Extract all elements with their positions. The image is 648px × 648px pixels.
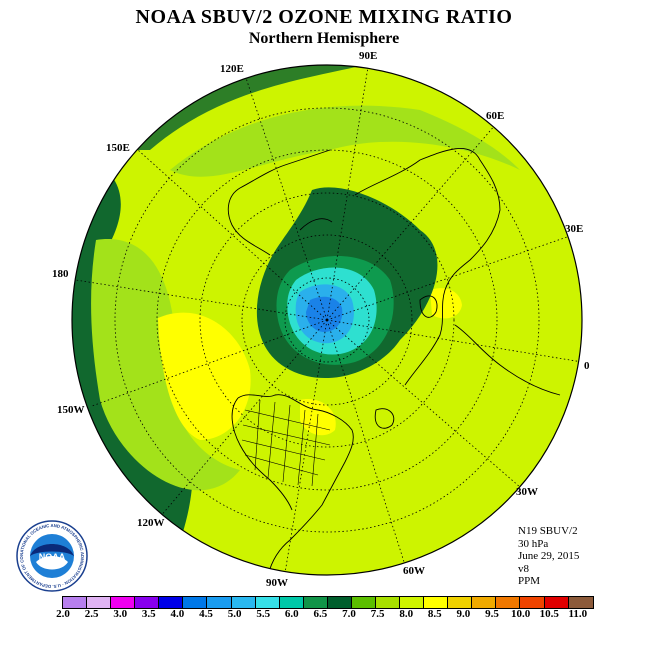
colorbar-tick-label: 2.0	[56, 608, 70, 620]
colorbar-swatch	[424, 597, 449, 608]
colorbar-swatch	[400, 597, 425, 608]
map-subtitle: Northern Hemisphere	[248, 30, 400, 47]
units-label: PPM	[518, 575, 541, 588]
colorbar-swatch	[448, 597, 473, 608]
date-label: June 29, 2015	[518, 550, 580, 563]
colorbar-swatch	[520, 597, 545, 608]
longitude-label-150e: 150E	[106, 142, 130, 154]
pressure-level-label: 30 hPa	[518, 537, 549, 550]
yellow-region-pacific	[158, 312, 251, 440]
colorbar-tick-label: 11.0	[568, 608, 588, 620]
colorbar-tick-label: 7.5	[370, 608, 385, 620]
hemisphere-boundary	[71, 64, 583, 576]
colorbar-tick-label: 7.0	[342, 608, 356, 620]
colorbar-swatch	[376, 597, 401, 608]
colorbar-tick-label: 3.0	[113, 608, 128, 620]
colorbar-swatch	[63, 597, 88, 608]
logo-text: NOAA	[39, 552, 66, 562]
instrument-label: N19 SBUV/2	[518, 525, 578, 537]
colorbar-swatch	[472, 597, 497, 608]
meridian-lines	[75, 66, 582, 574]
colorbar-ticks: 2.0 2.5 3.0 3.5 4.0 4.5 5.0 5.5 6.0 6.5 7.0 7.5 8.0 8…	[0, 608, 648, 622]
colorbar-swatch	[255, 597, 280, 608]
colorbar-swatch	[231, 597, 256, 608]
colorbar-swatch	[327, 597, 352, 608]
colorbar-swatch	[111, 597, 136, 608]
colorbar-tick-label: 10.0	[510, 608, 531, 620]
colorbar-tick-label: 3.5	[141, 608, 156, 620]
longitude-label-150w: 150W	[57, 404, 85, 416]
colorbar-tick-label: 5.0	[227, 608, 242, 620]
version-label: v8	[518, 562, 529, 575]
longitude-label-60w: 60W	[403, 565, 425, 577]
map-title: NOAA SBUV/2 OZONE MIXING RATIO	[135, 6, 513, 28]
longitude-label-180: 180	[52, 268, 69, 280]
longitude-label-120e: 120E	[220, 63, 244, 75]
dataset-info: N19 SBUV/2 30 hPa June 29, 2015 v8 PPM	[518, 525, 579, 588]
blue-polar-core	[306, 296, 343, 332]
colorbar-tick-label: 6.5	[313, 608, 328, 620]
light-green-band-north	[170, 105, 520, 177]
colorbar-tick-label: 8.5	[427, 608, 442, 620]
colorbar-swatch	[544, 597, 569, 608]
longitude-label-90e: 90E	[359, 50, 378, 62]
noaa-logo: NATIONAL OCEANIC AND ATMOSPHERIC ADMINIS…	[16, 520, 88, 592]
longitude-label-90w: 90W	[266, 577, 288, 589]
colorbar-swatch	[496, 597, 521, 608]
longitude-label-60e: 60E	[486, 110, 505, 122]
colorbar-tick-label: 5.5	[256, 608, 271, 620]
colorbar-swatch	[135, 597, 160, 608]
colorbar-swatch	[159, 597, 184, 608]
longitude-label-120w: 120W	[137, 517, 165, 529]
colorbar-swatch	[183, 597, 208, 608]
colorbar-tick-label: 9.5	[485, 608, 499, 620]
latitude-circles	[114, 107, 540, 533]
colorbar-tick-label: 8.0	[399, 608, 414, 620]
longitude-label-30e: 30E	[565, 223, 584, 235]
colorbar-tick-label: 10.5	[539, 608, 559, 620]
colorbar-swatch	[207, 597, 232, 608]
colorbar-swatch	[303, 597, 328, 608]
colorbar-tick-label: 4.5	[199, 608, 213, 620]
coastlines	[227, 148, 561, 575]
longitude-label-0: 0	[584, 360, 590, 372]
colorbar-tick-label: 2.5	[84, 608, 99, 620]
colorbar-tick-label: 4.0	[170, 608, 185, 620]
colorbar-swatch	[568, 597, 593, 608]
colorbar	[62, 596, 594, 609]
colorbar-swatch	[279, 597, 304, 608]
colorbar-tick-label: 6.0	[284, 608, 299, 620]
us-state-lines	[241, 399, 331, 487]
colorbar-tick-label: 9.0	[456, 608, 471, 620]
colorbar-swatch	[87, 597, 112, 608]
longitude-label-30w: 30W	[516, 486, 538, 498]
colorbar-swatch	[351, 597, 377, 608]
